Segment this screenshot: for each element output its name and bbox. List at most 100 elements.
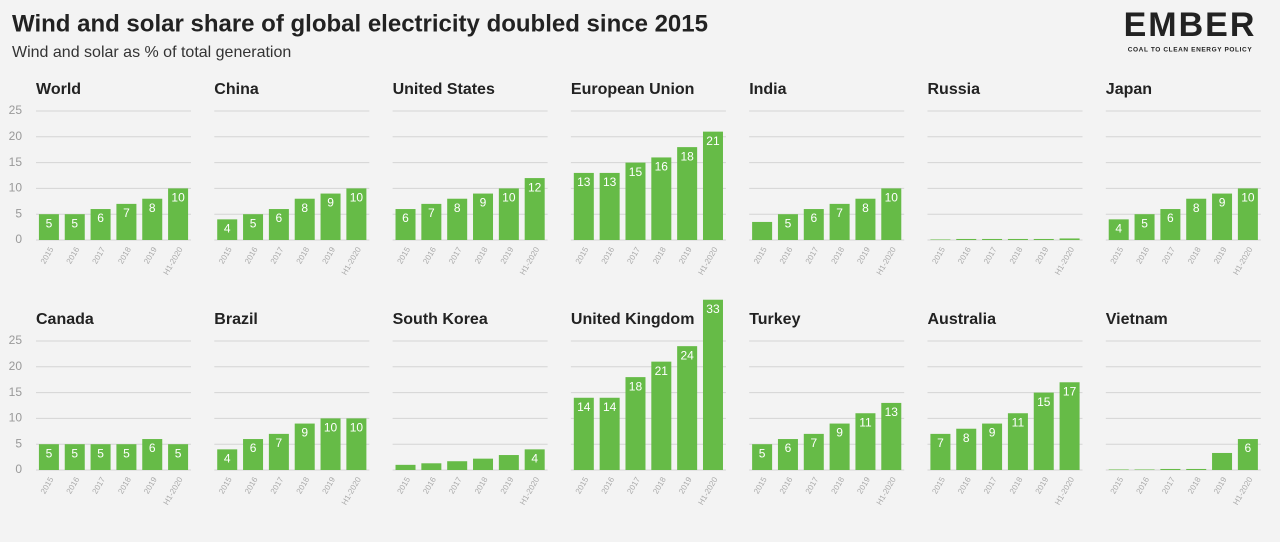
logo: EMBER: [1124, 6, 1257, 44]
bar: [599, 397, 620, 470]
bar: [702, 131, 723, 240]
bar: [38, 214, 59, 240]
bar: [395, 464, 416, 470]
logo-tagline: COAL TO CLEAN ENERGY POLICY: [1128, 47, 1253, 54]
value-label: 10: [1241, 191, 1255, 205]
bar: [881, 402, 902, 470]
bar: [1237, 439, 1258, 470]
bar: [829, 423, 850, 470]
bar: [142, 439, 163, 470]
bar: [982, 238, 1003, 240]
bar: [752, 221, 773, 240]
value-label: 6: [1167, 211, 1174, 225]
value-label: 5: [759, 446, 766, 460]
value-label: 8: [1193, 201, 1200, 215]
bar: [1108, 469, 1129, 470]
y-tick-label: 15: [9, 155, 23, 169]
bar: [930, 433, 951, 470]
bar: [243, 214, 264, 240]
bar: [777, 214, 798, 240]
bar: [855, 198, 876, 240]
bar: [1160, 468, 1181, 470]
bar: [90, 209, 111, 240]
bar: [217, 449, 238, 470]
value-label: 33: [706, 302, 720, 316]
bar: [320, 193, 341, 240]
y-tick-label: 20: [9, 359, 23, 373]
value-label: 5: [1141, 216, 1148, 230]
bar: [64, 444, 85, 470]
value-label: 9: [1219, 196, 1226, 210]
value-label: 6: [276, 211, 283, 225]
y-tick-label: 5: [15, 436, 22, 450]
bar: [498, 455, 519, 470]
value-label: 9: [836, 426, 843, 440]
value-label: 5: [97, 446, 104, 460]
bar: [573, 397, 594, 470]
page-subtitle: Wind and solar as % of total generation: [12, 44, 291, 61]
value-label: 18: [629, 379, 643, 393]
value-label: 11: [859, 415, 872, 429]
bar: [1134, 469, 1155, 470]
value-label: 4: [224, 452, 231, 466]
bar: [294, 423, 315, 470]
bar: [956, 238, 977, 240]
value-label: 8: [963, 431, 970, 445]
value-label: 6: [149, 441, 156, 455]
bar: [677, 346, 698, 470]
value-label: 6: [402, 211, 409, 225]
bar: [1059, 238, 1080, 240]
bar: [447, 461, 468, 470]
value-label: 5: [785, 216, 792, 230]
panel-title: Canada: [36, 311, 94, 328]
bar: [1212, 193, 1233, 240]
value-label: 14: [603, 400, 617, 414]
bar: [829, 203, 850, 240]
value-label: 9: [989, 426, 996, 440]
bar: [1108, 219, 1129, 240]
value-label: 11: [1012, 415, 1025, 429]
value-label: 10: [350, 191, 364, 205]
value-label: 10: [350, 421, 364, 435]
panel-title: Turkey: [749, 311, 800, 328]
value-label: 21: [706, 134, 720, 148]
bar: [168, 444, 189, 470]
value-label: 7: [123, 206, 130, 220]
bar: [38, 444, 59, 470]
y-tick-label: 20: [9, 129, 23, 143]
bar: [268, 433, 289, 470]
bar: [1033, 392, 1054, 470]
bar: [625, 377, 646, 470]
bar: [651, 157, 672, 240]
bar: [803, 209, 824, 240]
value-label: 9: [327, 196, 334, 210]
bar: [881, 188, 902, 240]
value-label: 5: [250, 216, 257, 230]
bar: [473, 458, 494, 470]
value-label: 7: [810, 436, 817, 450]
y-tick-label: 0: [15, 232, 22, 246]
value-label: 13: [603, 175, 617, 189]
bar: [1134, 214, 1155, 240]
panel-title: United Kingdom: [571, 311, 695, 328]
bar: [116, 444, 137, 470]
bar: [268, 209, 289, 240]
value-label: 10: [885, 191, 899, 205]
panel-title: World: [36, 81, 81, 98]
value-label: 15: [1037, 395, 1051, 409]
panel-title: European Union: [571, 81, 695, 98]
value-label: 9: [480, 196, 487, 210]
value-label: 6: [785, 441, 792, 455]
panel-title: China: [214, 81, 259, 98]
value-label: 6: [810, 211, 817, 225]
value-label: 13: [885, 405, 899, 419]
bar: [1237, 188, 1258, 240]
bar: [1186, 198, 1207, 240]
value-label: 16: [655, 160, 669, 174]
bar: [473, 193, 494, 240]
bar: [421, 203, 442, 240]
bar: [498, 188, 519, 240]
value-label: 18: [680, 149, 694, 163]
value-label: 15: [629, 165, 643, 179]
bar: [346, 188, 367, 240]
